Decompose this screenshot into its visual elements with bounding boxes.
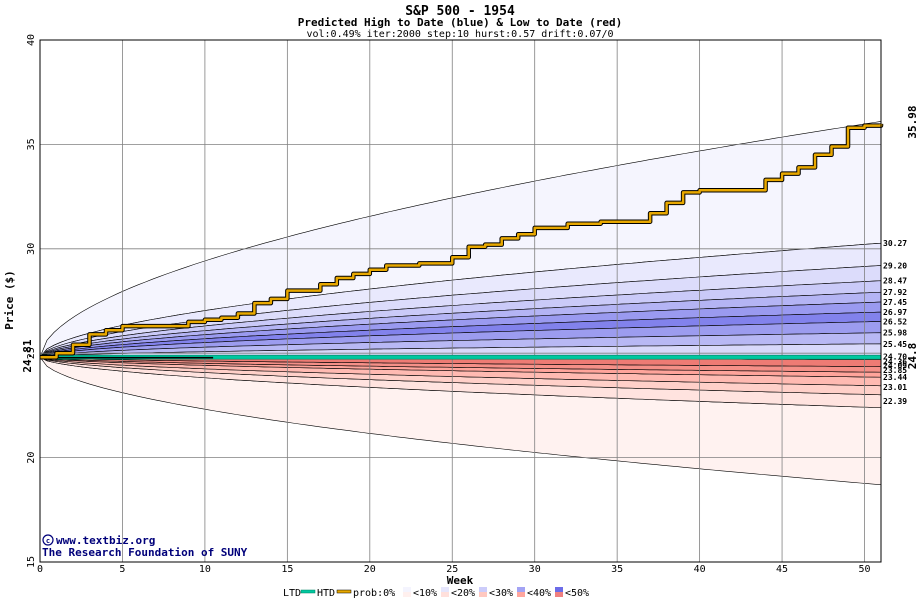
upper-band-label: 27.92: [883, 288, 907, 297]
legend-ltd-label: LTD: [283, 588, 301, 599]
copyright-icon-c: c: [46, 537, 50, 545]
legend-swatch-high: [403, 587, 411, 592]
legend-swatch-low: [479, 592, 487, 597]
legend-swatch-low: [555, 592, 563, 597]
start-value-label: 24.81: [21, 339, 34, 372]
y-tick-label: 40: [26, 34, 37, 46]
chart-subtitle: Predicted High to Date (blue) & Low to D…: [298, 16, 623, 29]
y-tick-label: 25: [26, 347, 37, 359]
upper-band-label: 27.45: [883, 298, 907, 307]
y-tick-label: 30: [26, 243, 37, 255]
lower-band-label: 24.70: [883, 352, 907, 361]
x-tick-label: 20: [364, 564, 376, 575]
end-high-label: 35.98: [906, 105, 919, 138]
x-tick-label: 15: [281, 564, 293, 575]
upper-band-label: 26.52: [883, 317, 907, 326]
legend-ltd-swatch: [300, 589, 316, 594]
x-tick-label: 35: [611, 564, 623, 575]
x-tick-label: 45: [776, 564, 788, 575]
upper-band-label: 26.97: [883, 308, 907, 317]
x-tick-label: 10: [199, 564, 211, 575]
credit-org: The Research Foundation of SUNY: [42, 546, 248, 559]
legend-item-label: <50%: [565, 588, 589, 599]
legend-swatch-low: [403, 592, 411, 597]
copyright-icon: [42, 534, 54, 546]
y-tick-label: 35: [26, 138, 37, 150]
chart-params: vol:0.49% iter:2000 step:10 hurst:0.57 d…: [306, 29, 613, 40]
probability-bands: [39, 121, 882, 486]
legend-item-label: <30%: [489, 588, 513, 599]
upper-band-label: 25.45: [883, 340, 907, 349]
chart-title: S&P 500 - 1954: [405, 4, 515, 19]
x-axis-ticks: 0 5 10 15 20 25 30 35 40 45 50: [37, 564, 871, 575]
upper-band-label: 29.20: [883, 262, 907, 271]
upper-band-label: 28.47: [883, 277, 907, 286]
legend-htd-swatch: [336, 589, 352, 594]
legend-item-label: <20%: [451, 588, 475, 599]
end-actual-label: 24.8: [906, 343, 919, 370]
legend-item-label: <10%: [413, 588, 437, 599]
lower-band-label: 24.36: [883, 358, 907, 367]
legend-swatch-low: [517, 592, 525, 597]
x-tick-label: 5: [119, 564, 125, 575]
y-axis-label: Price ($): [3, 270, 16, 330]
lower-band-label: 23.44: [883, 373, 907, 382]
x-tick-label: 30: [529, 564, 541, 575]
x-tick-label: 0: [37, 564, 43, 575]
data-marks: [39, 123, 884, 360]
x-tick-label: 40: [694, 564, 706, 575]
lower-band-label: 23.85: [883, 366, 907, 375]
legend-swatch-high: [441, 587, 449, 592]
lower-band-label: 22.39: [883, 397, 907, 406]
upper-band-label: 30.27: [883, 239, 907, 248]
legend-htd-label: HTD: [317, 588, 335, 599]
y-tick-label: 15: [26, 556, 37, 568]
legend: LTD HTD prob:0% <10% <20% <30% <40% <50%: [283, 587, 589, 599]
legend-prob-label: prob:0%: [353, 588, 395, 599]
legend-swatch-low: [441, 592, 449, 597]
y-axis-ticks: 15 20 25 30 35 40: [26, 34, 37, 568]
credit-url: www.textbiz.org: [56, 534, 155, 547]
upper-band-label: 25.98: [883, 329, 907, 338]
lower-band-label: 24.09: [883, 362, 907, 371]
x-axis-label: Week: [447, 574, 474, 587]
credit: c www.textbiz.org The Research Foundatio…: [42, 534, 248, 559]
x-tick-label: 50: [858, 564, 870, 575]
legend-item-label: <40%: [527, 588, 551, 599]
legend-swatch-high: [479, 587, 487, 592]
y-tick-label: 20: [26, 452, 37, 464]
plot-frame: [39, 39, 882, 563]
legend-swatch-high: [555, 587, 563, 592]
htd-line: [40, 123, 883, 359]
legend-swatch-high: [517, 587, 525, 592]
x-tick-label: 25: [446, 564, 458, 575]
lower-band-label: 23.01: [883, 383, 907, 392]
